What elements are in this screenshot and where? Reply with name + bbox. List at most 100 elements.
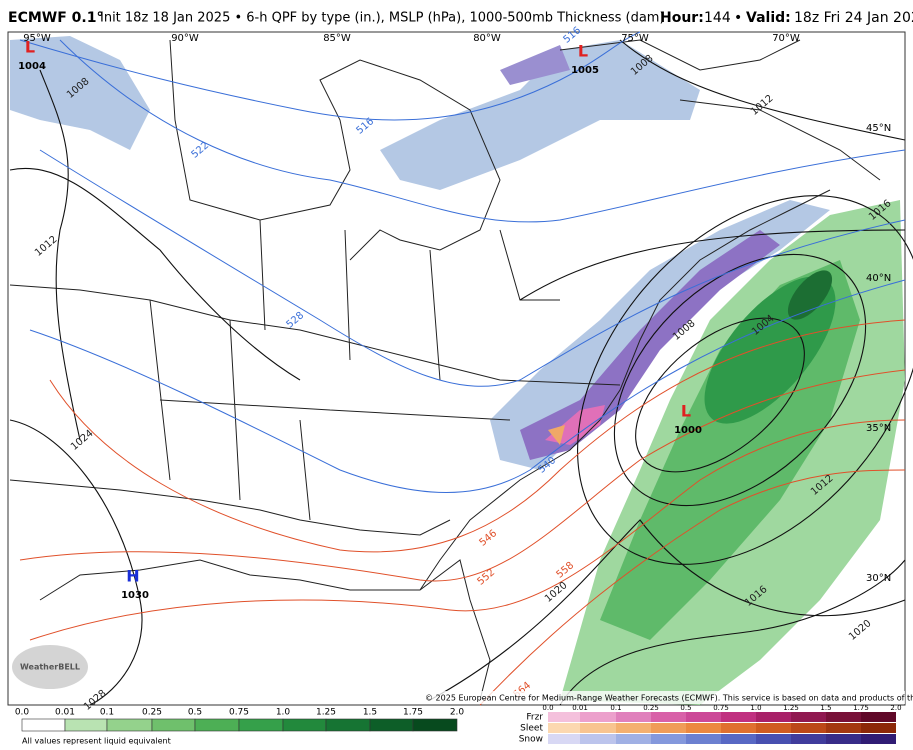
map: 95°W 90°W 85°W 80°W 75°W 70°W 45°N 40°N 35°N 30°N… <box>7 25 913 713</box>
valid-label: Valid: <box>746 10 791 26</box>
type-swatch <box>826 734 861 744</box>
rain-swatch <box>194 718 240 732</box>
logo-badge <box>12 645 88 689</box>
type-swatch <box>580 712 616 722</box>
pressure-center-symbol: H <box>126 567 139 586</box>
hour: 144 <box>704 10 731 26</box>
type-tick-label: 0.5 <box>680 704 691 712</box>
type-tick-label: 1.25 <box>783 704 799 712</box>
rain-swatch <box>64 718 108 732</box>
rain-tick-label: 0.01 <box>55 708 75 718</box>
rain-core <box>787 270 833 320</box>
type-tick-label: 0.0 <box>542 704 553 712</box>
type-swatch <box>756 712 791 722</box>
type-swatch <box>756 734 791 744</box>
mix-area <box>500 45 570 85</box>
type-swatch <box>826 723 861 733</box>
rain-tick-label: 1.5 <box>363 708 377 718</box>
type-swatch <box>616 712 651 722</box>
type-tick-label: 1.75 <box>853 704 869 712</box>
rain-swatch <box>325 718 371 732</box>
pressure-center-value: 1030 <box>121 590 149 601</box>
pressure-center-value: 1005 <box>571 65 599 76</box>
type-tick-label: 1.5 <box>820 704 831 712</box>
type-swatch <box>580 723 616 733</box>
mix-area <box>520 230 780 460</box>
rain-swatch <box>106 718 153 732</box>
type-swatch <box>548 734 580 744</box>
type-swatch <box>861 734 896 744</box>
lon-label: 85°W <box>323 33 351 44</box>
legend-note: All values represent liquid equivalent <box>22 737 171 746</box>
rain-tick-label: 0.0 <box>15 708 30 718</box>
type-swatch <box>791 734 826 744</box>
type-swatch <box>651 734 686 744</box>
borders <box>9 39 881 701</box>
type-swatch <box>616 734 651 744</box>
lon-label: 75°W <box>621 33 649 44</box>
lat-label: 45°N <box>866 123 891 134</box>
type-swatch <box>686 712 721 722</box>
type-swatch <box>548 712 580 722</box>
type-tick-label: 0.75 <box>713 704 729 712</box>
lon-label: 70°W <box>772 33 800 44</box>
lon-label: 80°W <box>473 33 501 44</box>
type-tick-label: 0.25 <box>643 704 659 712</box>
type-label: Frzr <box>526 713 543 723</box>
thickness-cold <box>19 31 906 493</box>
rain-swatch <box>282 718 327 732</box>
copyright: © 2025 European Centre for Medium-Range … <box>425 694 913 703</box>
rain-tick-label: 0.1 <box>100 708 114 718</box>
type-swatch <box>826 712 861 722</box>
type-swatch <box>791 723 826 733</box>
copyright-backdrop <box>420 691 905 704</box>
type-swatch <box>651 712 686 722</box>
type-swatch <box>756 723 791 733</box>
type-swatch <box>580 734 616 744</box>
rain-swatch <box>151 718 196 732</box>
type-swatch <box>861 712 896 722</box>
isobars <box>9 39 913 706</box>
type-label: Sleet <box>520 724 543 734</box>
sleet-area <box>548 425 565 445</box>
rain-swatch <box>412 718 458 732</box>
lat-label: 35°N <box>866 423 891 434</box>
rain-swatch <box>21 718 66 732</box>
legend: 0.0 0.01 0.1 0.25 0.5 0.75 1.0 1.25 1.5 1.75 2.0 Al… <box>15 704 902 746</box>
rain-tick-label: 1.25 <box>316 708 336 718</box>
type-tick-label: 0.01 <box>572 704 588 712</box>
pressure-center-symbol: L <box>578 42 588 61</box>
type-swatch <box>686 723 721 733</box>
model-name: ECMWF 0.1° <box>8 10 103 26</box>
type-tick-label: 2.0 <box>890 704 901 712</box>
rain-swatch <box>238 718 284 732</box>
rain-swatch <box>369 718 414 732</box>
lon-label: 90°W <box>171 33 199 44</box>
pressure-center-symbol: L <box>681 402 691 421</box>
pressure-center-symbol: L <box>25 38 35 57</box>
snow-area <box>380 40 700 190</box>
rain-tick-label: 1.75 <box>403 708 423 718</box>
snow-area <box>10 36 150 150</box>
type-tick-label: 0.1 <box>610 704 621 712</box>
type-swatch <box>721 734 756 744</box>
type-swatch <box>686 734 721 744</box>
pressure-center-value: 1004 <box>18 61 46 72</box>
rain-tick-label: 0.5 <box>188 708 202 718</box>
type-swatch <box>721 712 756 722</box>
type-tick-label: 1.0 <box>750 704 761 712</box>
valid: 18z Fri 24 Jan 2025 <box>794 10 913 26</box>
rain-tick-label: 2.0 <box>450 708 465 718</box>
type-swatch <box>548 723 580 733</box>
rain-tick-label: 0.25 <box>142 708 162 718</box>
separator: • <box>734 10 742 26</box>
rain-tick-label: 1.0 <box>276 708 291 718</box>
lat-label: 40°N <box>866 273 891 284</box>
lat-label: 30°N <box>866 573 891 584</box>
type-swatch <box>616 723 651 733</box>
type-label: Snow <box>519 735 543 745</box>
type-swatch <box>861 723 896 733</box>
hour-label: Hour: <box>660 10 704 26</box>
